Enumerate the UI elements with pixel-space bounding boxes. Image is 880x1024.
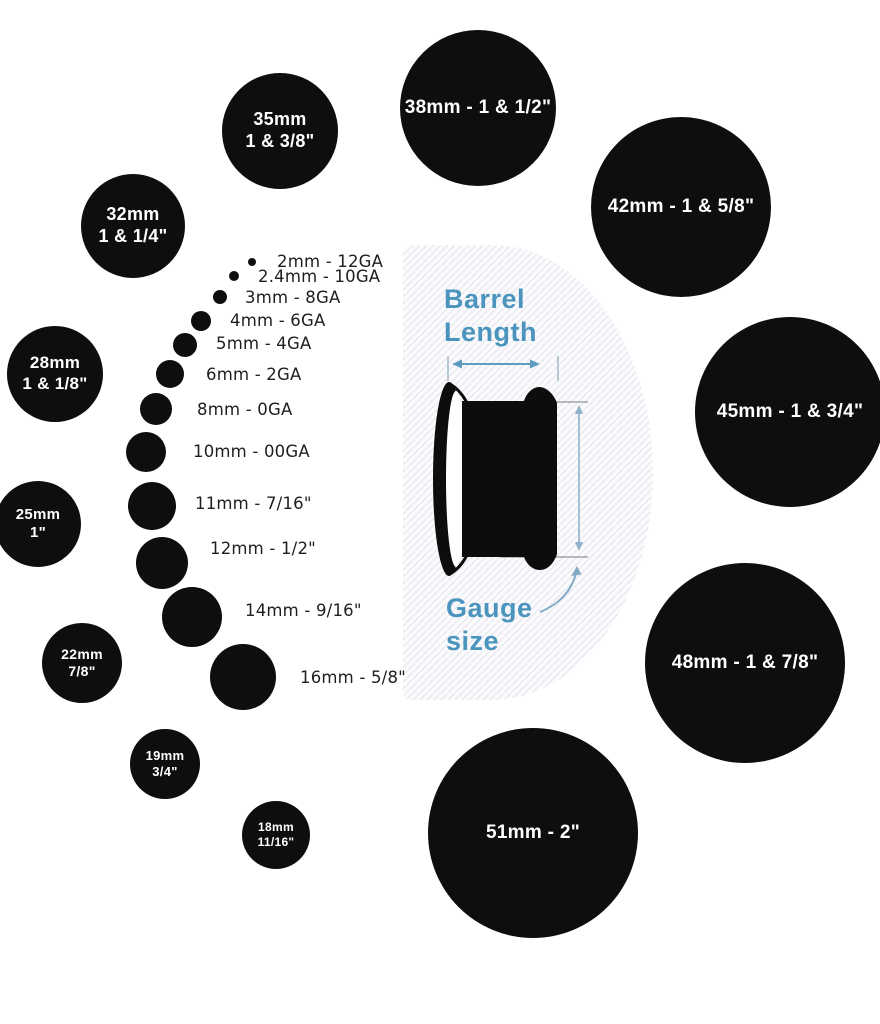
gauge-dot-12mm (136, 537, 188, 589)
size-circle-label-inches: 1" (29, 524, 47, 541)
size-circle-18mm: 18mm 11/16" (242, 801, 310, 869)
size-circle-45mm: 45mm - 1 & 3/4" (695, 317, 880, 507)
gauge-dot-label-5mm: 5mm - 4GA (216, 334, 312, 353)
size-circle-label: 35mm (253, 109, 307, 130)
barrel-length-label: Barrel Length (444, 283, 537, 349)
size-circle-label-inches: 1 & 1/4" (98, 226, 168, 246)
gauge-dot-2mm (248, 258, 256, 266)
size-circle-38mm: 38mm - 1 & 1/2" (400, 30, 556, 186)
size-circle-22mm: 22mm 7/8" (42, 623, 122, 703)
size-circle-label-inches: 11/16" (257, 835, 295, 849)
size-circle-label-inches: 1 & 1/8" (22, 374, 88, 393)
gauge-dot-10mm (126, 432, 166, 472)
gauge-dot-label-4mm: 4mm - 6GA (230, 311, 326, 330)
size-circle-label: 42mm - 1 & 5/8" (607, 196, 755, 218)
size-circle-48mm: 48mm - 1 & 7/8" (645, 563, 845, 763)
size-circle-51mm: 51mm - 2" (428, 728, 638, 938)
gauge-dot-8mm (140, 393, 172, 425)
gauge-dot-4mm (191, 311, 211, 331)
gauge-dot-label-6mm: 6mm - 2GA (206, 365, 302, 384)
gauge-dot-label-8mm: 8mm - 0GA (197, 400, 293, 419)
plug-body (462, 387, 557, 570)
size-circle-label: 28mm (29, 353, 81, 373)
gauge-size-curved-arrow (539, 566, 582, 613)
size-circle-label: 48mm - 1 & 7/8" (671, 652, 819, 674)
gauge-dot-label-2mm: 2mm - 12GA (277, 252, 384, 271)
size-circle-35mm: 35mm 1 & 3/8" (222, 73, 338, 189)
gauge-dot-label-11mm: 11mm - 7/16" (195, 494, 312, 513)
gauge-dot-16mm (210, 644, 276, 710)
plug-cone-bottom-edge (448, 555, 468, 576)
size-circle-label: 45mm - 1 & 3/4" (716, 401, 864, 423)
size-circle-label: 51mm - 2" (485, 822, 581, 844)
gauge-dot-11mm (128, 482, 176, 530)
gauge-dot-label-14mm: 14mm - 9/16" (245, 601, 362, 620)
size-circle-label-inches: 1 & 3/8" (245, 131, 315, 151)
barrel-length-label-line2: Length (444, 317, 537, 347)
size-circle-19mm: 19mm 3/4" (130, 729, 200, 799)
gauge-size-label-line2: size (446, 626, 500, 656)
gauge-size-label: Gauge size (446, 592, 533, 658)
plug-cone-top-edge (448, 382, 468, 403)
size-circle-label-inches: 7/8" (68, 663, 96, 679)
gauge-dot-14mm (162, 587, 222, 647)
size-circle-label-inches: 3/4" (152, 764, 178, 779)
size-circle-42mm: 42mm - 1 & 5/8" (591, 117, 771, 297)
size-circle-28mm: 28mm 1 & 1/8" (7, 326, 103, 422)
gauge-dot-5mm (173, 333, 197, 357)
gauge-size-arrow (574, 405, 584, 551)
gauge-dot-6mm (156, 360, 184, 388)
gauge-dot-label-10mm: 10mm - 00GA (193, 442, 310, 461)
size-circle-label: 18mm (258, 820, 294, 835)
plug-flare-inner-highlight (446, 391, 466, 567)
gauge-dot-label-2.4mm: 2.4mm - 10GA (258, 267, 381, 286)
size-circle-label: 19mm (145, 748, 185, 764)
size-circle-label: 32mm (106, 204, 160, 225)
gauge-dot-2.4mm (229, 271, 239, 281)
gauge-dot-label-16mm: 16mm - 5/8" (300, 668, 406, 687)
size-circle-25mm: 25mm 1" (0, 481, 81, 567)
gauge-dot-3mm (213, 290, 227, 304)
size-circle-label: 22mm (61, 645, 103, 662)
gauge-dot-label-12mm: 12mm - 1/2" (210, 539, 316, 558)
barrel-length-label-line1: Barrel (444, 284, 526, 314)
barrel-length-arrow (452, 359, 540, 369)
gauge-size-label-line1: Gauge (446, 593, 533, 623)
size-circle-label: 38mm - 1 & 1/2" (404, 97, 552, 119)
gauge-dot-label-3mm: 3mm - 8GA (245, 288, 341, 307)
size-circle-label: 25mm (15, 505, 61, 523)
size-circle-32mm: 32mm 1 & 1/4" (81, 174, 185, 278)
